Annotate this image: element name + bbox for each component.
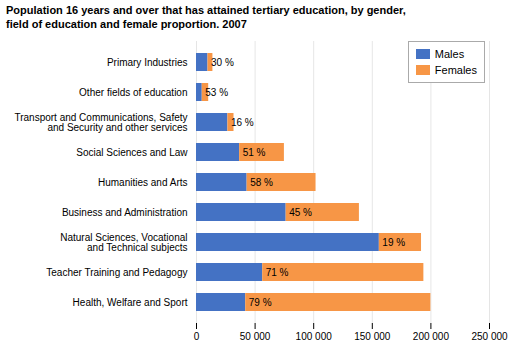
html-text:Females: Females xyxy=(434,64,477,76)
html-text:Males: Males xyxy=(434,48,465,60)
svg-text:Business and Administration: Business and Administration xyxy=(62,207,188,218)
svg-text:0: 0 xyxy=(194,331,200,342)
svg-text:Health, Welfare and Sport: Health, Welfare and Sport xyxy=(73,297,188,308)
svg-text:45 %: 45 % xyxy=(289,207,312,218)
svg-text:51 %: 51 % xyxy=(243,147,266,158)
svg-text:200 000: 200 000 xyxy=(413,331,450,342)
svg-text:250 000: 250 000 xyxy=(471,331,508,342)
svg-text:79 %: 79 % xyxy=(249,297,272,308)
svg-text:Transport and Communications,: Transport and Communications, Safetyand … xyxy=(14,112,187,133)
svg-text:16 %: 16 % xyxy=(231,117,254,128)
svg-text:53 %: 53 % xyxy=(205,87,228,98)
svg-text:Other fields of education: Other fields of education xyxy=(79,87,187,98)
svg-text:Humanities and Arts: Humanities and Arts xyxy=(98,177,188,188)
svg-text:Teacher Training and Pedagogy: Teacher Training and Pedagogy xyxy=(46,267,187,278)
svg-text:Primary Industries: Primary Industries xyxy=(107,57,188,68)
svg-text:100 000: 100 000 xyxy=(296,331,333,342)
svg-text:Natural Sciences, Vocationalan: Natural Sciences, Vocationaland Technica… xyxy=(60,232,187,253)
svg-text:58 %: 58 % xyxy=(250,177,273,188)
svg-text:150 000: 150 000 xyxy=(354,331,391,342)
html-text:Population 16 years and over t: Population 16 years and over that has at… xyxy=(6,4,406,30)
svg-text:19 %: 19 % xyxy=(382,237,405,248)
svg-text:50 000: 50 000 xyxy=(240,331,271,342)
svg-text:Social Sciences and Law: Social Sciences and Law xyxy=(76,147,188,158)
svg-text:71 %: 71 % xyxy=(266,267,289,278)
svg-text:30 %: 30 % xyxy=(211,57,234,68)
